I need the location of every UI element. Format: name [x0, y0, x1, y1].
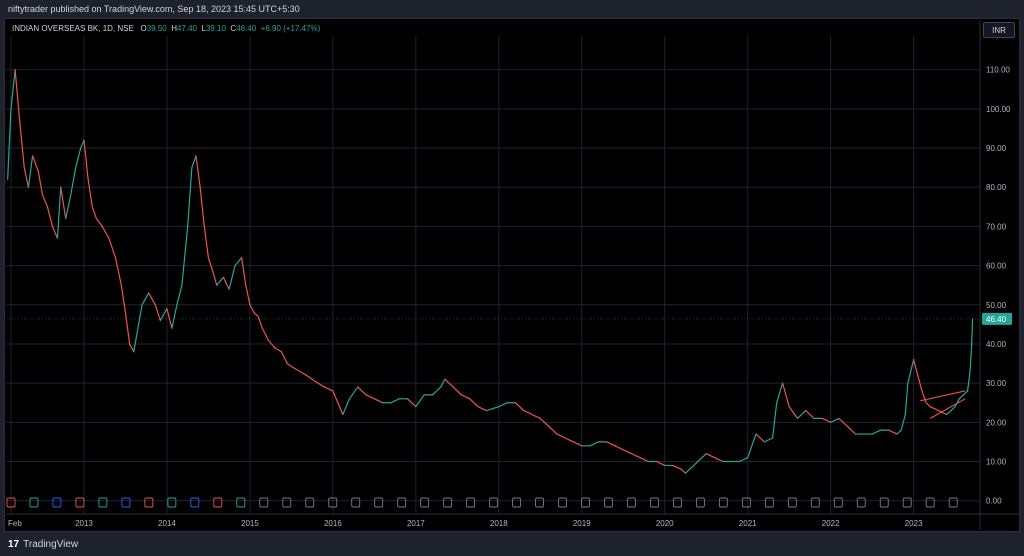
low-label: L — [201, 24, 206, 33]
open-label: O — [140, 24, 147, 33]
tradingview-logo-text: TradingView — [23, 539, 79, 550]
symbol-legend: INDIAN OVERSEAS BK, 1D, NSE O39.50 H47.4… — [12, 22, 320, 36]
close-label: C — [230, 24, 237, 33]
close-value: 46.40 — [236, 24, 257, 33]
high-value: 47.40 — [176, 24, 198, 33]
currency-button[interactable]: INR — [983, 22, 1015, 38]
high-label: H — [171, 24, 177, 33]
tradingview-logo[interactable]: 17 TradingView — [8, 538, 78, 552]
tradingview-mark-icon: 17 — [8, 539, 20, 550]
open-value: 39.50 — [146, 24, 167, 33]
footer-bar — [0, 532, 1024, 556]
chart-frame[interactable] — [4, 18, 1020, 532]
symbol-name[interactable]: INDIAN OVERSEAS BK, 1D, NSE — [12, 24, 134, 33]
publisher-text: niftytrader published on TradingView.com… — [8, 4, 300, 14]
publisher-bar: niftytrader published on TradingView.com… — [0, 0, 1024, 18]
change-value: +6.90 (+17.47%) — [260, 24, 321, 33]
low-value: 39.10 — [205, 24, 226, 33]
